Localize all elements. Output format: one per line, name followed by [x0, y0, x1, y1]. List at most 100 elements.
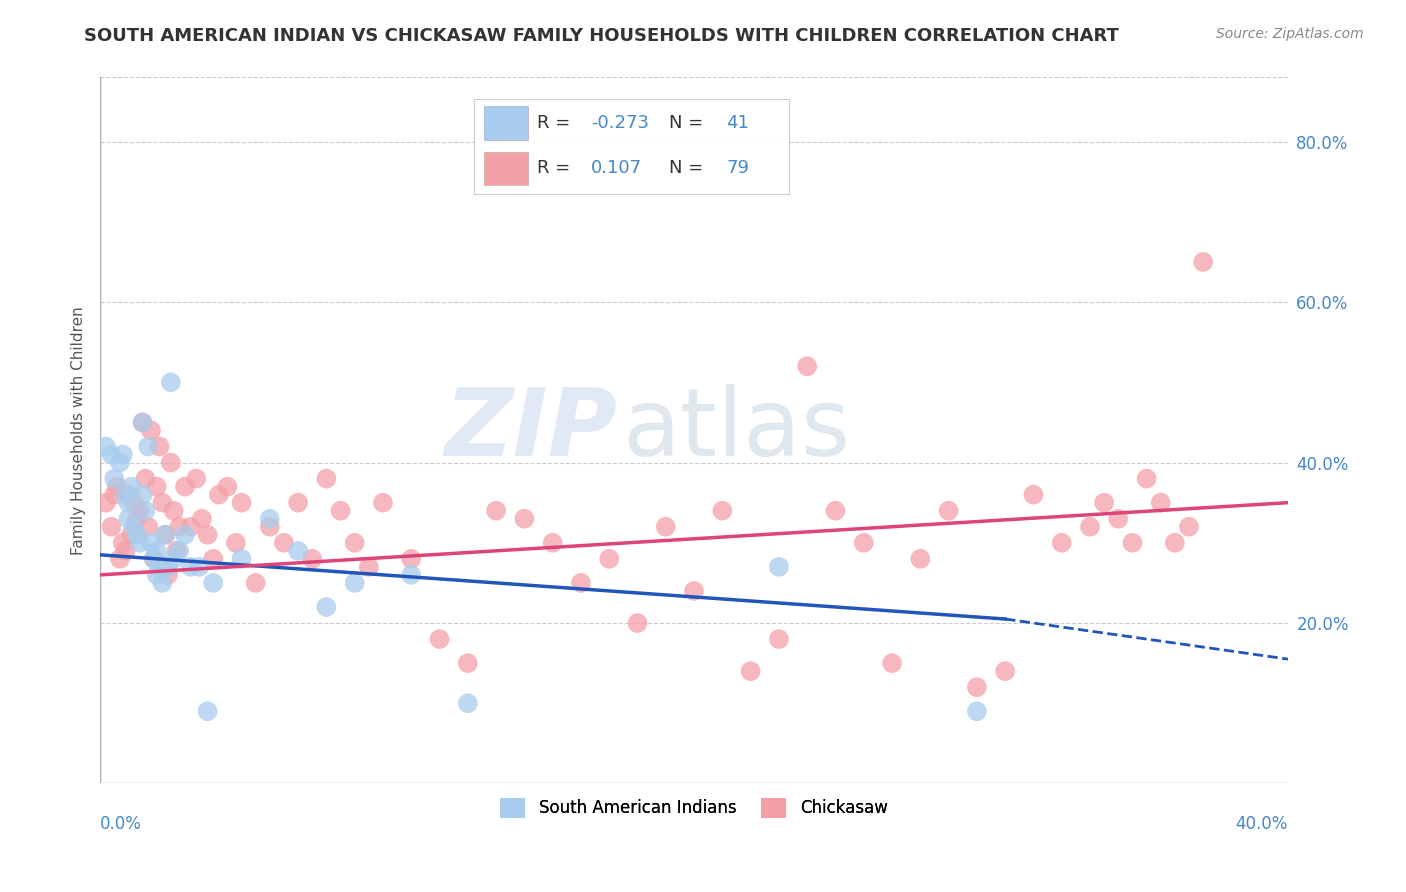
Point: [139, 424, 162, 438]
Text: 0.0%: 0.0%: [100, 815, 142, 833]
Point: [966, 680, 988, 694]
Point: [111, 536, 134, 550]
Point: [966, 704, 988, 718]
Point: [598, 552, 620, 566]
Point: [125, 512, 148, 526]
Point: [142, 552, 165, 566]
Point: [357, 559, 380, 574]
Point: [180, 520, 202, 534]
Point: [139, 536, 162, 550]
Point: [768, 559, 790, 574]
Point: [938, 504, 960, 518]
Point: [1121, 536, 1143, 550]
Point: [259, 520, 281, 534]
Text: 40.0%: 40.0%: [1236, 815, 1288, 833]
Point: [371, 496, 394, 510]
Point: [1092, 496, 1115, 510]
Point: [122, 520, 145, 534]
Point: [683, 583, 706, 598]
Point: [103, 472, 125, 486]
Point: [114, 544, 136, 558]
Point: [626, 615, 648, 630]
Point: [117, 488, 139, 502]
Legend: South American Indians, Chickasaw: South American Indians, Chickasaw: [494, 791, 894, 824]
Point: [120, 528, 142, 542]
Point: [94, 496, 117, 510]
Point: [131, 416, 153, 430]
Point: [457, 656, 479, 670]
Point: [117, 496, 139, 510]
Point: [197, 704, 219, 718]
Point: [131, 416, 153, 430]
Point: [259, 512, 281, 526]
Point: [315, 472, 337, 486]
Point: [796, 359, 818, 374]
Point: [824, 504, 846, 518]
Point: [117, 512, 139, 526]
Point: [100, 448, 122, 462]
Point: [1150, 496, 1173, 510]
Point: [541, 536, 564, 550]
Point: [399, 552, 422, 566]
Point: [122, 496, 145, 510]
Point: [225, 536, 247, 550]
Point: [145, 480, 167, 494]
Point: [1050, 536, 1073, 550]
Point: [156, 567, 179, 582]
Y-axis label: Family Households with Children: Family Households with Children: [72, 306, 86, 555]
Point: [208, 488, 231, 502]
Point: [329, 504, 352, 518]
Point: [197, 528, 219, 542]
Point: [1178, 520, 1201, 534]
Point: [160, 456, 183, 470]
Point: [156, 559, 179, 574]
Point: [910, 552, 932, 566]
Point: [1192, 255, 1215, 269]
Point: [740, 664, 762, 678]
Point: [655, 520, 678, 534]
Point: [315, 599, 337, 614]
Point: [1078, 520, 1101, 534]
Point: [301, 552, 323, 566]
Point: [114, 488, 136, 502]
Point: [131, 488, 153, 502]
Point: [136, 440, 159, 454]
Point: [111, 448, 134, 462]
Point: [1107, 512, 1129, 526]
Point: [485, 504, 508, 518]
Point: [105, 480, 128, 494]
Point: [125, 528, 148, 542]
Point: [150, 496, 173, 510]
Point: [1164, 536, 1187, 550]
Point: [163, 504, 186, 518]
Point: [128, 536, 150, 550]
Point: [711, 504, 734, 518]
Point: [160, 376, 183, 390]
Point: [287, 496, 309, 510]
Point: [153, 528, 176, 542]
Point: [163, 552, 186, 566]
Point: [169, 520, 191, 534]
Point: [108, 552, 131, 566]
Point: [191, 512, 214, 526]
Point: [513, 512, 536, 526]
Text: atlas: atlas: [623, 384, 851, 476]
Point: [994, 664, 1017, 678]
Point: [343, 575, 366, 590]
Point: [142, 552, 165, 566]
Point: [180, 559, 202, 574]
Point: [399, 567, 422, 582]
Point: [169, 544, 191, 558]
Text: ZIP: ZIP: [444, 384, 617, 476]
Text: Source: ZipAtlas.com: Source: ZipAtlas.com: [1216, 27, 1364, 41]
Point: [202, 552, 225, 566]
Point: [1135, 472, 1157, 486]
Point: [148, 559, 170, 574]
Point: [217, 480, 239, 494]
Point: [768, 632, 790, 646]
Point: [145, 567, 167, 582]
Point: [150, 575, 173, 590]
Point: [100, 520, 122, 534]
Point: [153, 528, 176, 542]
Point: [174, 528, 197, 542]
